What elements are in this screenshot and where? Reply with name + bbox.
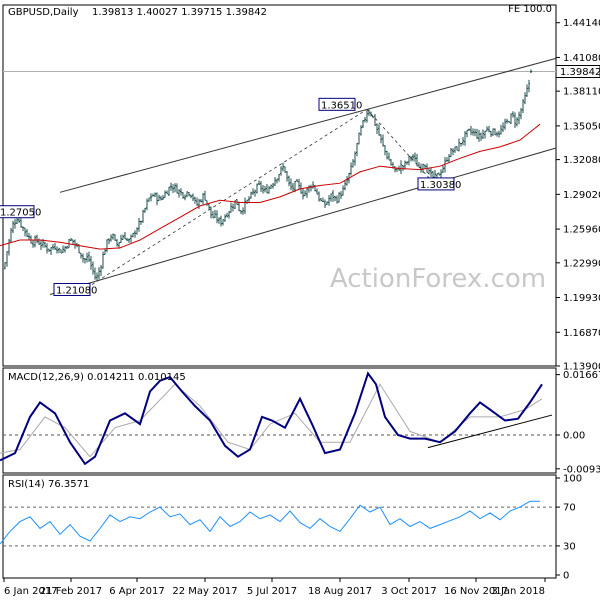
x-tick-label: 16 Nov 2017 bbox=[444, 586, 508, 597]
rsi-y-tick-label: 0 bbox=[563, 571, 569, 582]
price-y-tick-label: 1.38110 bbox=[563, 87, 600, 98]
macd-y-tick-label: 0.016672 bbox=[563, 370, 600, 381]
dashed-swing-line bbox=[91, 108, 368, 285]
rsi-y-axis: 100 70 30 0 bbox=[556, 474, 582, 582]
price-annotation-label: 1.21080 bbox=[56, 285, 97, 296]
macd-trendline bbox=[427, 414, 553, 449]
macd-y-axis: 0.016672 0.00 -0.009345 bbox=[556, 370, 600, 475]
price-plot-area: 1.27050 1.21080 1.36510 1.30380 bbox=[0, 57, 557, 296]
x-tick-label: 21 Feb 2017 bbox=[40, 586, 102, 597]
rsi-label: RSI(14) 76.3571 bbox=[8, 479, 89, 490]
macd-y-tick-label: 0.00 bbox=[563, 430, 585, 441]
macd-signal-line bbox=[0, 383, 543, 458]
price-annotation-label: 1.27050 bbox=[0, 208, 41, 219]
x-tick-label: 5 Jul 2017 bbox=[247, 586, 297, 597]
moving-average-line bbox=[0, 123, 541, 250]
rsi-y-tick-label: 30 bbox=[563, 541, 576, 552]
rsi-panel: 100 70 30 0 RSI(14) 76.3571 bbox=[0, 474, 582, 582]
x-tick-label: 6 Apr 2017 bbox=[109, 586, 164, 597]
rsi-line bbox=[0, 500, 540, 545]
price-annotation-box bbox=[53, 282, 91, 296]
price-y-tick-label: 1.44140 bbox=[563, 18, 600, 29]
price-y-tick-label: 1.41080 bbox=[563, 53, 600, 64]
rsi-y-tick-label: 70 bbox=[563, 503, 576, 514]
price-annotation-box bbox=[417, 177, 455, 191]
fe-label: FE 100.0 bbox=[508, 4, 552, 15]
channel-upper-line bbox=[59, 57, 557, 193]
macd-plot-area bbox=[0, 371, 556, 466]
price-y-tick-label: 1.25960 bbox=[563, 225, 600, 236]
symbol-label: GBPUSD,Daily bbox=[8, 7, 79, 18]
channel-lower-line bbox=[49, 147, 557, 295]
macd-line bbox=[0, 371, 543, 466]
macd-label: MACD(12,26,9) 0.014211 0.010145 bbox=[8, 372, 186, 383]
x-tick-label: 22 May 2017 bbox=[172, 586, 237, 597]
price-annotation-label: 1.36510 bbox=[321, 100, 362, 111]
last-price-label: 1.39842 bbox=[560, 67, 600, 78]
price-y-tick-label: 1.13900 bbox=[563, 362, 600, 373]
watermark: ActionForex.com bbox=[330, 264, 546, 294]
price-y-tick-label: 1.19930 bbox=[563, 293, 600, 304]
macd-panel: 0.016672 0.00 -0.009345 MACD(12,26,9) 0.01… bbox=[0, 367, 600, 475]
x-tick-label: 6 Jan 2017 bbox=[4, 586, 58, 597]
price-y-tick-label: 1.22990 bbox=[563, 258, 600, 269]
price-annotation-label: 1.30380 bbox=[420, 180, 461, 191]
x-tick-label: 3 Oct 2017 bbox=[381, 586, 436, 597]
price-y-tick-label: 1.32080 bbox=[563, 155, 600, 166]
price-panel-frame bbox=[2, 4, 557, 367]
price-annotation-box bbox=[318, 97, 356, 111]
price-y-tick-label: 1.35050 bbox=[563, 121, 600, 132]
x-tick-label: 3 Jan 2018 bbox=[491, 586, 545, 597]
ohlc-label: 1.39813 1.40027 1.39715 1.39842 bbox=[92, 7, 267, 18]
watermark-text: ActionForex.com bbox=[330, 264, 546, 294]
rsi-y-tick-label: 100 bbox=[563, 474, 582, 485]
rsi-panel-frame bbox=[2, 474, 557, 579]
price-annotation-box bbox=[0, 205, 35, 219]
price-panel: ActionForex.com 1.44140 1.41080 1.38110 1.3… bbox=[0, 4, 600, 373]
x-tick-label: 18 Aug 2017 bbox=[308, 586, 372, 597]
price-y-tick-label: 1.16870 bbox=[563, 328, 600, 339]
price-y-axis: 1.44140 1.41080 1.38110 1.35050 1.32080 1.290… bbox=[555, 18, 600, 373]
rsi-plot-area bbox=[0, 500, 556, 547]
price-y-tick-label: 1.29020 bbox=[563, 190, 600, 201]
macd-y-tick-label: -0.009345 bbox=[563, 464, 600, 475]
